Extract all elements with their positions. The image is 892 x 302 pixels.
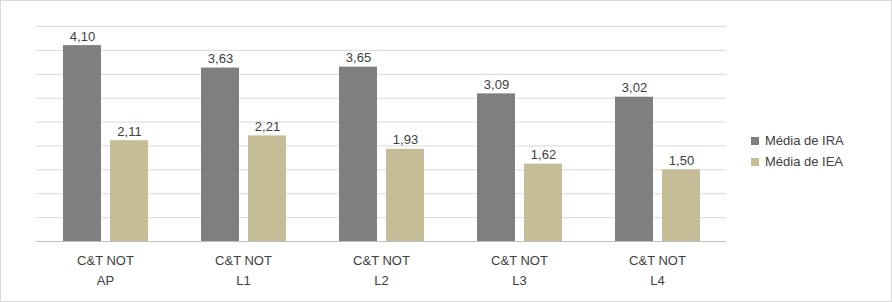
html-text:Média de IEA: Média de IEA [765, 154, 843, 169]
svg-text:3,65: 3,65 [346, 50, 371, 65]
svg-text:4,10: 4,10 [70, 29, 95, 44]
svg-text:C&T NOTAP: C&T NOTAP [77, 253, 134, 288]
svg-text:C&T NOTL1: C&T NOTL1 [215, 253, 272, 288]
svg-text:2,21: 2,21 [255, 119, 280, 134]
svg-text:3,09: 3,09 [484, 77, 509, 92]
svg-text:2,11: 2,11 [117, 124, 141, 139]
html-text:Média de IRA: Média de IRA [765, 133, 844, 148]
svg-text:C&T NOTL3: C&T NOTL3 [491, 253, 548, 288]
svg-text:1,50: 1,50 [669, 153, 694, 168]
svg-text:1,62: 1,62 [531, 147, 556, 162]
svg-text:1,93: 1,93 [393, 132, 418, 147]
svg-text:3,63: 3,63 [208, 51, 233, 66]
svg-text:C&T NOTL4: C&T NOTL4 [629, 253, 686, 288]
svg-text:3,02: 3,02 [622, 80, 647, 95]
svg-text:C&T NOTL2: C&T NOTL2 [353, 253, 410, 288]
